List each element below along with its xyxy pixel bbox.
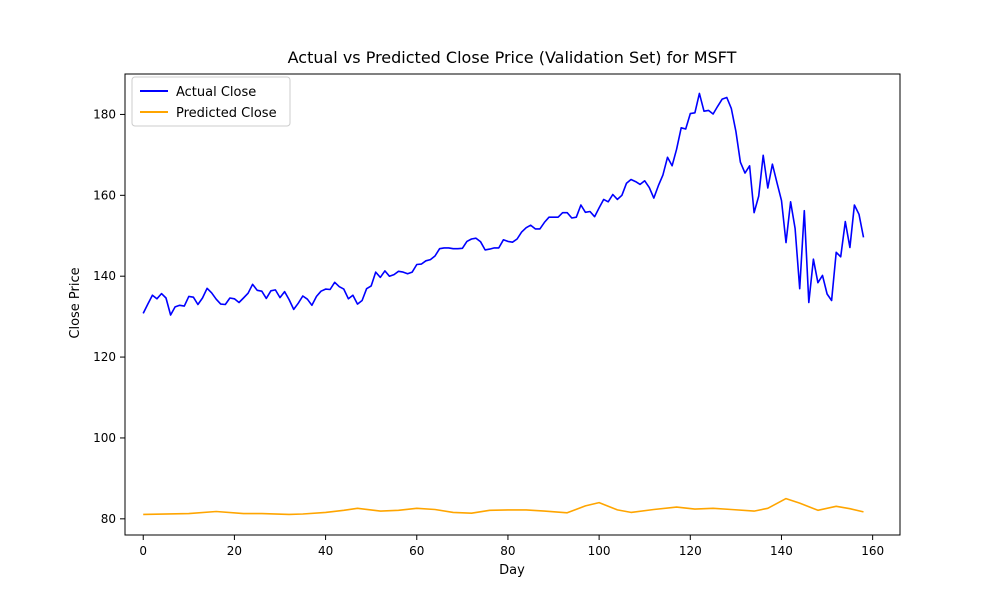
plot-area <box>124 73 901 536</box>
x-tick-label: 80 <box>500 544 515 558</box>
y-tick-label: 80 <box>101 512 116 526</box>
series-line-actual-close <box>142 92 865 316</box>
x-tick-label: 140 <box>770 544 793 558</box>
x-axis: 0 20 40 60 80 100 120 140 160 <box>139 535 884 558</box>
y-tick-label: 140 <box>93 269 116 283</box>
y-tick-label: 100 <box>93 431 116 445</box>
y-tick-label: 120 <box>93 350 116 364</box>
chart-title: Actual vs Predicted Close Price (Validat… <box>288 48 737 67</box>
x-tick-label: 0 <box>139 544 147 558</box>
legend-label-actual: Actual Close <box>176 85 256 100</box>
x-tick-label: 20 <box>227 544 242 558</box>
y-tick-label: 180 <box>93 107 116 121</box>
y-axis: 80 100 120 140 160 180 <box>93 107 125 526</box>
legend: Actual Close Predicted Close <box>131 76 291 127</box>
plot-frame <box>124 73 901 536</box>
x-axis-label: Day <box>499 563 525 578</box>
legend-label-predicted: Predicted Close <box>176 106 277 121</box>
x-tick-label: 60 <box>409 544 424 558</box>
y-tick-label: 160 <box>93 188 116 202</box>
legend-box <box>131 76 291 127</box>
x-tick-label: 100 <box>588 544 611 558</box>
x-tick-label: 120 <box>679 544 702 558</box>
x-tick-label: 40 <box>318 544 333 558</box>
y-axis-label: Close Price <box>68 267 83 338</box>
x-tick-label: 160 <box>861 544 884 558</box>
series-line-predicted-close <box>143 497 864 516</box>
